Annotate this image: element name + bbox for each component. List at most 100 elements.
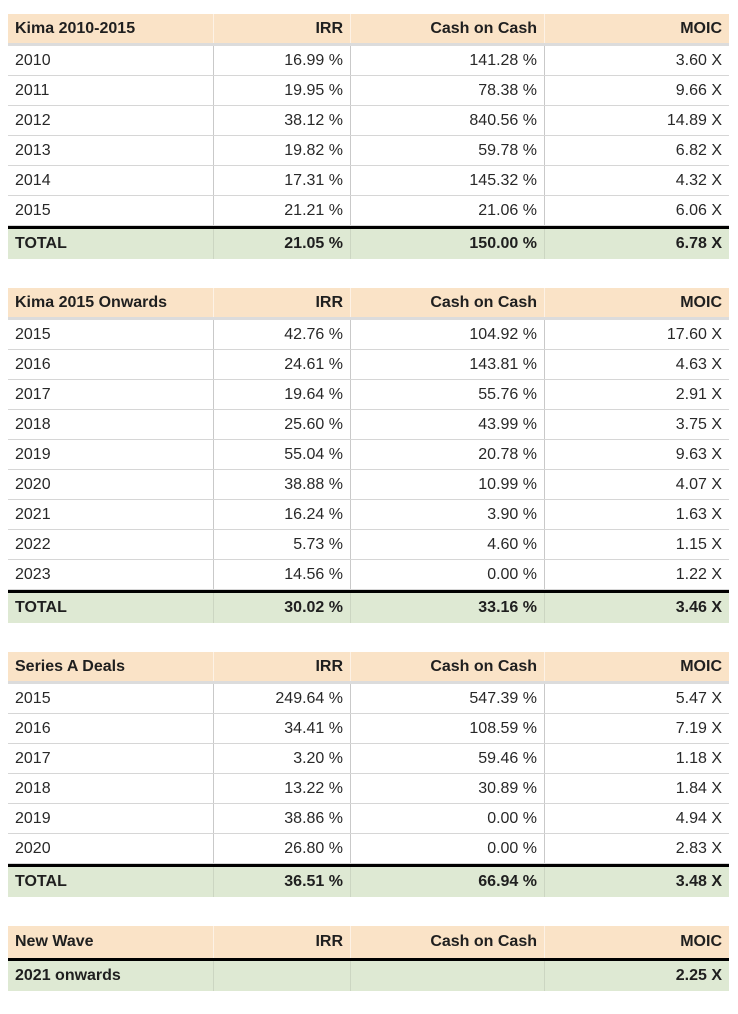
cell-moic: 2.91 X [544, 380, 729, 409]
table-title: Series A Deals [15, 657, 125, 675]
cell-moic: 3.48 X [544, 867, 729, 897]
table-row: 2021 16.24 % 3.90 % 1.63 X [8, 500, 729, 530]
cell-irr: 19.82 % [213, 136, 350, 165]
row-label: 2019 [15, 809, 51, 827]
cell-cash-on-cash: 104.92 % [350, 320, 544, 349]
column-header-moic: MOIC [544, 926, 729, 958]
row-label: 2015 [15, 201, 51, 219]
cell-irr: 16.99 % [213, 46, 350, 75]
table-row: 2023 14.56 % 0.00 % 1.22 X [8, 560, 729, 590]
cell-moic: 4.32 X [544, 166, 729, 195]
table-new-wave: New Wave IRR Cash on Cash MOIC 2021 onwa… [8, 926, 729, 991]
column-header-irr: IRR [213, 652, 350, 681]
table-row: 2016 34.41 % 108.59 % 7.19 X [8, 714, 729, 744]
cell-moic: 9.66 X [544, 76, 729, 105]
table-kima-2010-2015: Kima 2010-2015 IRR Cash on Cash MOIC 201… [8, 14, 729, 259]
cell-moic: 4.63 X [544, 350, 729, 379]
cell-cash-on-cash: 55.76 % [350, 380, 544, 409]
table-header-row: Kima 2015 Onwards IRR Cash on Cash MOIC [8, 288, 729, 320]
cell-moic: 1.18 X [544, 744, 729, 773]
cell-irr: 5.73 % [213, 530, 350, 559]
cell-irr: 19.95 % [213, 76, 350, 105]
cell-irr: 21.21 % [213, 196, 350, 225]
cell-moic: 1.15 X [544, 530, 729, 559]
cell-cash-on-cash: 0.00 % [350, 560, 544, 589]
table-title: New Wave [15, 933, 94, 950]
cell-irr: 36.51 % [213, 867, 350, 897]
column-header-cash-on-cash: Cash on Cash [350, 14, 544, 43]
cell-moic: 14.89 X [544, 106, 729, 135]
table-row: 2022 5.73 % 4.60 % 1.15 X [8, 530, 729, 560]
cell-cash-on-cash: 0.00 % [350, 834, 544, 863]
cell-moic: 3.46 X [544, 593, 729, 623]
cell-cash-on-cash: 150.00 % [350, 229, 544, 259]
column-header-irr: IRR [213, 14, 350, 43]
table-row: 2017 19.64 % 55.76 % 2.91 X [8, 380, 729, 410]
table-row: 2020 26.80 % 0.00 % 2.83 X [8, 834, 729, 864]
row-label: 2020 [15, 475, 51, 493]
cell-moic: 3.75 X [544, 410, 729, 439]
cell-cash-on-cash [350, 961, 544, 991]
cell-cash-on-cash: 840.56 % [350, 106, 544, 135]
cell-irr: 3.20 % [213, 744, 350, 773]
row-label: 2021 onwards [15, 967, 121, 984]
cell-cash-on-cash: 59.78 % [350, 136, 544, 165]
cell-irr: 13.22 % [213, 774, 350, 803]
table-body: 2010 16.99 % 141.28 % 3.60 X 2011 19.95 % 78.3… [8, 46, 729, 259]
table-row: 2010 16.99 % 141.28 % 3.60 X [8, 46, 729, 76]
cell-moic: 4.07 X [544, 470, 729, 499]
row-label: 2018 [15, 415, 51, 433]
total-row: TOTAL 21.05 % 150.00 % 6.78 X [8, 226, 729, 259]
table-row: 2014 17.31 % 145.32 % 4.32 X [8, 166, 729, 196]
cell-cash-on-cash: 10.99 % [350, 470, 544, 499]
cell-cash-on-cash: 3.90 % [350, 500, 544, 529]
cell-moic: 5.47 X [544, 684, 729, 713]
cell-cash-on-cash: 547.39 % [350, 684, 544, 713]
cell-irr: 42.76 % [213, 320, 350, 349]
row-label: 2022 [15, 535, 51, 553]
cell-moic: 2.25 X [544, 961, 729, 991]
row-label: 2011 [15, 81, 50, 99]
row-label: 2010 [15, 51, 51, 69]
cell-irr: 30.02 % [213, 593, 350, 623]
column-header-cash-on-cash: Cash on Cash [350, 288, 544, 317]
table-row: 2016 24.61 % 143.81 % 4.63 X [8, 350, 729, 380]
cell-irr: 38.12 % [213, 106, 350, 135]
table-row: 2015 42.76 % 104.92 % 17.60 X [8, 320, 729, 350]
cell-irr: 55.04 % [213, 440, 350, 469]
cell-irr: 21.05 % [213, 229, 350, 259]
cell-moic: 9.63 X [544, 440, 729, 469]
column-header-moic: MOIC [544, 288, 729, 317]
row-label: 2018 [15, 779, 51, 797]
cell-cash-on-cash: 59.46 % [350, 744, 544, 773]
table-row: 2019 55.04 % 20.78 % 9.63 X [8, 440, 729, 470]
table-row: 2020 38.88 % 10.99 % 4.07 X [8, 470, 729, 500]
column-header-cash-on-cash: Cash on Cash [350, 926, 544, 958]
column-header-irr: IRR [213, 926, 350, 958]
row-label: 2017 [15, 749, 51, 767]
row-label: 2013 [15, 141, 51, 159]
total-row: TOTAL 30.02 % 33.16 % 3.46 X [8, 590, 729, 623]
table-kima-2015-onwards: Kima 2015 Onwards IRR Cash on Cash MOIC … [8, 288, 729, 623]
row-label: 2017 [15, 385, 51, 403]
table-row: 2018 25.60 % 43.99 % 3.75 X [8, 410, 729, 440]
row-label: 2016 [15, 719, 51, 737]
table-title: Kima 2010-2015 [15, 19, 136, 37]
column-header-moic: MOIC [544, 14, 729, 43]
cell-cash-on-cash: 43.99 % [350, 410, 544, 439]
row-label: TOTAL [15, 599, 67, 616]
cell-irr: 38.86 % [213, 804, 350, 833]
cell-irr: 17.31 % [213, 166, 350, 195]
table-row: 2017 3.20 % 59.46 % 1.18 X [8, 744, 729, 774]
table-body: 2015 42.76 % 104.92 % 17.60 X 2016 24.61 % 143… [8, 320, 729, 623]
cell-irr: 14.56 % [213, 560, 350, 589]
table-row: 2012 38.12 % 840.56 % 14.89 X [8, 106, 729, 136]
table-row: 2011 19.95 % 78.38 % 9.66 X [8, 76, 729, 106]
cell-moic: 2.83 X [544, 834, 729, 863]
cell-irr [213, 961, 350, 991]
table-body: 2021 onwards 2.25 X [8, 958, 729, 991]
cell-moic: 7.19 X [544, 714, 729, 743]
cell-irr: 25.60 % [213, 410, 350, 439]
cell-irr: 38.88 % [213, 470, 350, 499]
